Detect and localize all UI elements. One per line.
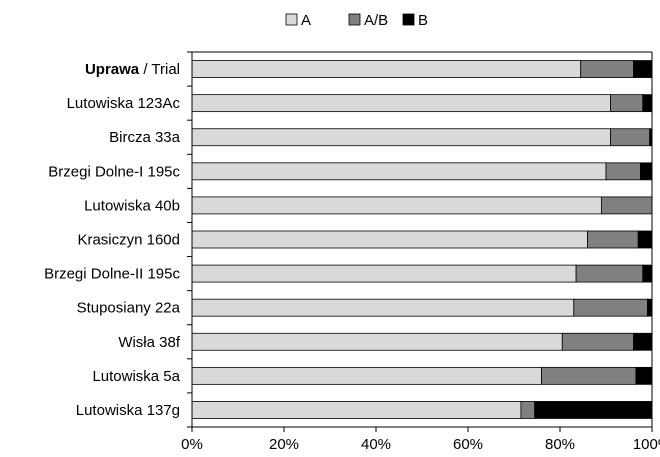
bar-segment-A-3 — [191, 162, 607, 181]
bar-segment-A-5 — [191, 230, 589, 249]
x-tick-label: 40% — [361, 436, 391, 453]
bar-segment-B-1 — [642, 94, 653, 113]
bar-segment-B-0 — [633, 60, 653, 78]
bar-segment-AB-2 — [610, 128, 651, 147]
bar-segment-A-8 — [191, 332, 563, 351]
bar-segment-A-2 — [191, 128, 612, 147]
x-tick-label: 60% — [453, 436, 483, 453]
x-tick-label: 0% — [181, 436, 203, 453]
category-label: Lutowiska 5a — [92, 368, 180, 385]
bar-segment-AB-4 — [601, 196, 653, 215]
bar-segment-A-7 — [191, 298, 575, 317]
bar-segment-A-6 — [191, 264, 577, 283]
legend-label: A/B — [364, 12, 388, 29]
bar-segment-B-7 — [647, 298, 653, 317]
bar-segment-AB-3 — [605, 162, 641, 181]
bar-segment-A-1 — [191, 94, 612, 113]
legend-swatch-B — [402, 13, 415, 26]
bar-segment-B-3 — [640, 162, 653, 181]
category-labels: Uprawa / Trial Lutowiska 123Ac Bircza 33a B… — [44, 61, 181, 419]
bar-segment-AB-10 — [520, 401, 536, 419]
bar-segment-B-9 — [635, 366, 653, 385]
bar-segment-AB-1 — [610, 94, 644, 113]
legend-swatch-A — [285, 13, 298, 26]
bar-segment-AB-5 — [587, 230, 639, 249]
bar-segment-AB-8 — [561, 332, 634, 351]
x-axis: 0% 20% 40% 60% 80% 100% — [181, 51, 660, 453]
x-tick-label: 80% — [545, 436, 575, 453]
category-label: Krasiczyn 160d — [77, 232, 180, 249]
bar-segment-B-8 — [633, 332, 653, 351]
bar-segment-A-4 — [191, 196, 602, 215]
bar-segment-B-5 — [637, 230, 653, 249]
x-tick-label: 100% — [633, 436, 660, 453]
category-label: Stuposiany 22a — [77, 300, 181, 317]
x-tick-label: 20% — [269, 436, 299, 453]
bar-segment-AB-6 — [575, 264, 644, 283]
category-label: Uprawa / Trial — [85, 61, 180, 78]
category-label: Lutowiska 123Ac — [67, 95, 181, 112]
category-label: Lutowiska 137g — [76, 402, 180, 419]
bar-segment-AB-0 — [580, 60, 635, 78]
category-label: Lutowiska 40b — [84, 197, 180, 214]
bar-segment-AB-9 — [541, 366, 637, 385]
bar-segment-AB-7 — [573, 298, 648, 317]
category-label: Wisła 38f — [118, 334, 181, 351]
bar-segment-B-6 — [642, 264, 653, 283]
category-label: Bircza 33a — [109, 129, 181, 146]
category-label: Brzegi Dolne-II 195c — [44, 266, 180, 283]
legend: A A/B B — [285, 12, 428, 29]
bars — [191, 60, 653, 419]
bar-segment-A-10 — [191, 401, 522, 419]
category-label: Brzegi Dolne-I 195c — [48, 163, 180, 180]
legend-swatch-AB — [348, 13, 361, 26]
legend-label: B — [418, 12, 428, 29]
bar-segment-A-9 — [191, 366, 543, 385]
bar-segment-B-10 — [534, 401, 653, 419]
bar-segment-A-0 — [191, 60, 582, 78]
legend-label: A — [301, 12, 311, 29]
